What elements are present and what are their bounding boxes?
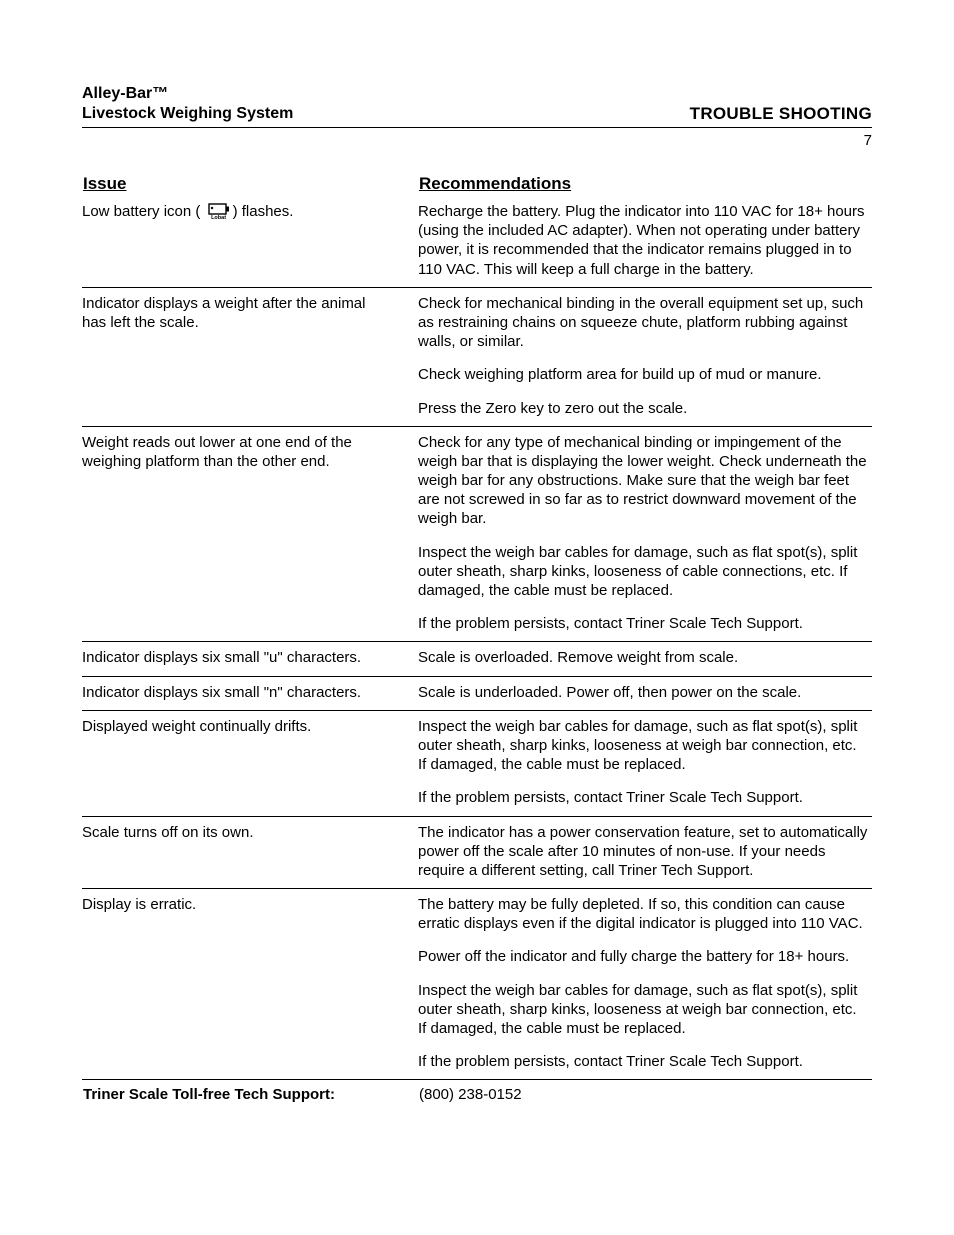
recommendation-paragraph: If the problem persists, contact Triner … (418, 1052, 868, 1071)
table-row: Displayed weight continually drifts.Insp… (82, 710, 872, 816)
issue-cell: Display is erratic. (82, 889, 418, 1080)
issue-cell: Indicator displays six small "u" charact… (82, 642, 418, 676)
recommendation-paragraph: Check for mechanical binding in the over… (418, 294, 868, 352)
recommendation-cell: Check for any type of mechanical binding… (418, 426, 872, 642)
brand-line-1: Alley-Bar™ (82, 85, 168, 102)
recommendation-paragraph: Check weighing platform area for build u… (418, 365, 868, 384)
tech-support-row: Triner Scale Toll-free Tech Support:(800… (82, 1080, 872, 1105)
column-header-issue: Issue (82, 173, 418, 196)
table-row: Display is erratic.The battery may be fu… (82, 889, 872, 1080)
recommendation-paragraph: If the problem persists, contact Triner … (418, 614, 868, 633)
tech-support-phone: (800) 238-0152 (418, 1080, 872, 1105)
issue-cell: Scale turns off on its own. (82, 816, 418, 889)
recommendation-paragraph: Inspect the weigh bar cables for damage,… (418, 543, 868, 601)
recommendation-paragraph: If the problem persists, contact Triner … (418, 788, 868, 807)
table-row: Weight reads out lower at one end of the… (82, 426, 872, 642)
recommendation-paragraph: Scale is overloaded. Remove weight from … (418, 648, 868, 667)
recommendation-cell: Recharge the battery. Plug the indicator… (418, 196, 872, 287)
issue-cell: Indicator displays six small "n" charact… (82, 676, 418, 710)
table-body: Low battery icon ( Lobat) flashes.Rechar… (82, 196, 872, 1104)
recommendation-paragraph: Inspect the weigh bar cables for damage,… (418, 717, 868, 775)
section-title: TROUBLE SHOOTING (690, 104, 872, 124)
table-row: Indicator displays a weight after the an… (82, 287, 872, 426)
recommendation-cell: The indicator has a power conservation f… (418, 816, 872, 889)
table-row: Scale turns off on its own.The indicator… (82, 816, 872, 889)
issue-cell: Displayed weight continually drifts. (82, 710, 418, 816)
recommendation-cell: Scale is overloaded. Remove weight from … (418, 642, 872, 676)
issue-cell: Weight reads out lower at one end of the… (82, 426, 418, 642)
issue-cell: Indicator displays a weight after the an… (82, 287, 418, 426)
header-left: Alley-Bar™ Livestock Weighing System (82, 84, 293, 124)
troubleshooting-table: Issue Recommendations Low battery icon (… (82, 173, 872, 1104)
recommendation-paragraph: Inspect the weigh bar cables for damage,… (418, 981, 868, 1039)
recommendation-cell: Check for mechanical binding in the over… (418, 287, 872, 426)
recommendation-cell: Inspect the weigh bar cables for damage,… (418, 710, 872, 816)
recommendation-paragraph: Power off the indicator and fully charge… (418, 947, 868, 966)
table-row: Indicator displays six small "n" charact… (82, 676, 872, 710)
brand-line-2: Livestock Weighing System (82, 105, 293, 122)
table-row: Low battery icon ( Lobat) flashes.Rechar… (82, 196, 872, 287)
recommendation-paragraph: Recharge the battery. Plug the indicator… (418, 202, 868, 279)
recommendation-paragraph: The indicator has a power conservation f… (418, 823, 868, 881)
recommendation-paragraph: The battery may be fully depleted. If so… (418, 895, 868, 933)
recommendation-cell: Scale is underloaded. Power off, then po… (418, 676, 872, 710)
table-row: Indicator displays six small "u" charact… (82, 642, 872, 676)
recommendation-cell: The battery may be fully depleted. If so… (418, 889, 872, 1080)
recommendation-paragraph: Check for any type of mechanical binding… (418, 433, 868, 529)
page-number: 7 (82, 128, 872, 149)
recommendation-paragraph: Scale is underloaded. Power off, then po… (418, 683, 868, 702)
lobat-icon: Lobat (208, 203, 230, 222)
issue-cell: Low battery icon ( Lobat) flashes. (82, 196, 418, 287)
recommendation-paragraph: Press the Zero key to zero out the scale… (418, 399, 868, 418)
page: Alley-Bar™ Livestock Weighing System TRO… (0, 0, 954, 1235)
column-header-recommendations: Recommendations (418, 173, 872, 196)
header: Alley-Bar™ Livestock Weighing System TRO… (82, 84, 872, 128)
tech-support-label: Triner Scale Toll-free Tech Support: (82, 1080, 418, 1105)
